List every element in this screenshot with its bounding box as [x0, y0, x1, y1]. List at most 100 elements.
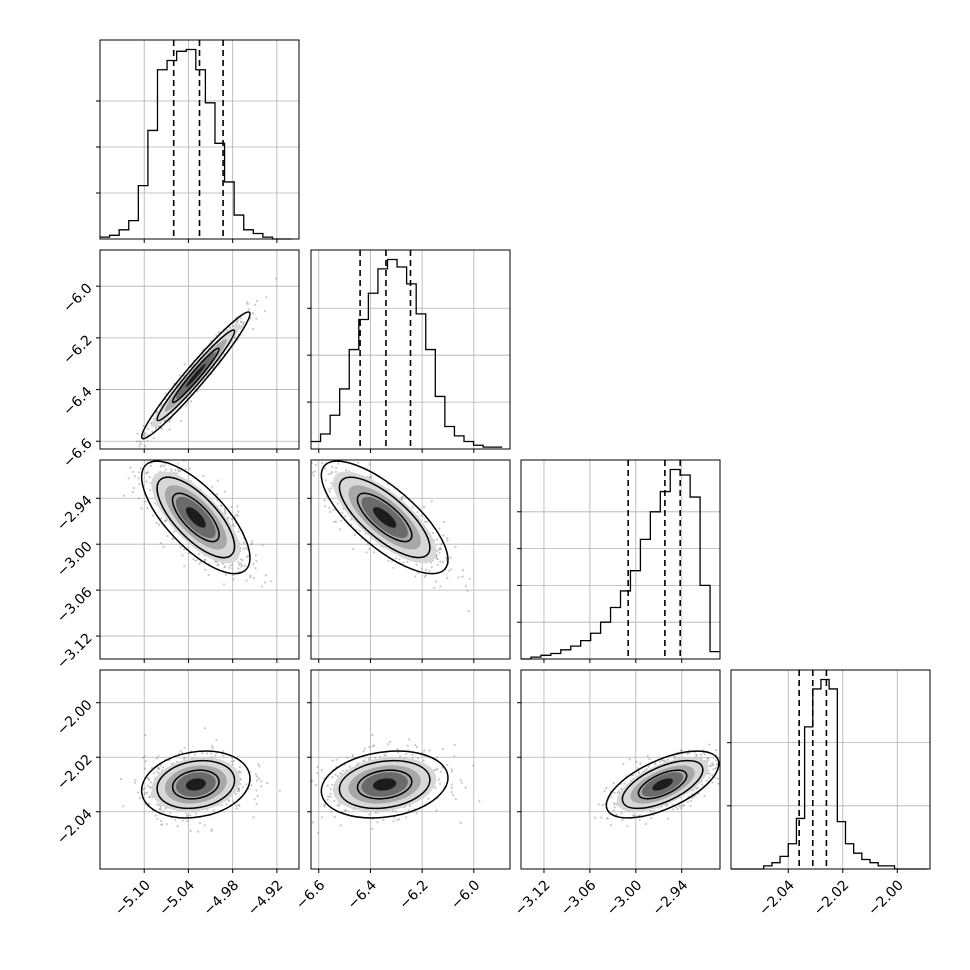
scatter-point — [252, 562, 255, 566]
scatter-point — [436, 756, 439, 759]
scatter-point — [398, 818, 401, 821]
scatter-point — [331, 471, 334, 474]
scatter-point — [336, 502, 339, 505]
scatter-point — [439, 560, 442, 563]
scatter-point — [697, 792, 700, 795]
scatter-point — [251, 540, 254, 543]
scatter-point — [184, 812, 188, 815]
scatter-point — [164, 519, 168, 522]
scatter-point — [186, 820, 189, 823]
scatter-point — [164, 392, 167, 395]
scatter-point — [666, 817, 669, 820]
scatter-point — [701, 784, 704, 787]
scatter-point — [662, 759, 665, 762]
scatter-point — [223, 511, 226, 514]
scatter-point — [159, 806, 162, 810]
scatter-point — [186, 814, 189, 817]
panel-frame — [310, 249, 511, 450]
scatter-point — [434, 786, 437, 789]
y-tick-label: −2.02 — [54, 752, 96, 794]
scatter-point — [442, 560, 445, 563]
scatter-point — [345, 809, 348, 812]
scatter-point — [211, 746, 214, 750]
scatter-point — [144, 760, 147, 763]
scatter-point — [150, 793, 153, 796]
scatter-point — [129, 466, 132, 469]
x-tick-label: −2.00 — [865, 877, 907, 919]
scatter-point — [254, 303, 257, 306]
scatter-point — [149, 481, 152, 485]
scatter-point — [278, 789, 281, 792]
scatter-point — [214, 754, 217, 757]
scatter-point — [139, 443, 142, 446]
scatter-point — [202, 474, 205, 477]
scatter-point — [162, 810, 165, 813]
scatter-point — [193, 753, 197, 756]
scatter-point — [688, 752, 691, 755]
scatter-point — [202, 347, 205, 350]
scatter-point — [321, 816, 324, 819]
scatter-point — [250, 542, 253, 545]
scatter-point — [386, 743, 389, 746]
scatter-point — [238, 563, 241, 566]
scatter-point — [302, 810, 304, 812]
scatter-point — [692, 788, 695, 792]
scatter-point — [106, 466, 108, 468]
density-block — [185, 507, 206, 528]
panel-frame — [520, 669, 721, 870]
scatter-point — [321, 462, 324, 465]
scatter-point — [708, 743, 711, 746]
scatter-point — [659, 760, 662, 763]
scatter-point — [232, 578, 235, 581]
scatter-point — [650, 810, 653, 813]
panel-frame — [520, 459, 721, 660]
scatter-point — [415, 563, 418, 566]
scatter-point — [144, 444, 147, 448]
scatter-point — [154, 445, 156, 447]
scatter-point — [242, 541, 246, 544]
scatter-point — [143, 787, 147, 790]
scatter-point — [448, 569, 451, 572]
contour-line — [338, 759, 431, 810]
scatter-point — [154, 814, 157, 817]
scatter-point — [423, 575, 426, 578]
scatter-point — [144, 734, 147, 737]
scatter-point — [436, 538, 439, 541]
scatter-point — [449, 556, 452, 559]
scatter-point — [138, 483, 141, 486]
scatter-point — [194, 559, 197, 562]
scatter-point — [137, 440, 141, 443]
scatter-point — [691, 796, 694, 800]
scatter-point — [327, 488, 330, 491]
panel-frame — [99, 249, 300, 450]
scatter-point — [450, 786, 453, 789]
scatter-point — [256, 779, 259, 782]
scatter-point — [450, 768, 453, 771]
scatter-point — [255, 775, 258, 778]
x-tick-label: −2.04 — [756, 877, 798, 919]
scatter-point — [420, 514, 423, 517]
scatter-point — [371, 827, 374, 830]
histogram-bar — [521, 468, 720, 660]
scatter-point — [609, 796, 612, 799]
scatter-point — [168, 428, 171, 431]
scatter-point — [174, 469, 177, 472]
scatter-point — [440, 542, 443, 545]
scatter-point — [450, 791, 453, 794]
contour-line — [156, 476, 236, 559]
scatter-point — [235, 320, 238, 323]
scatter-point — [265, 296, 268, 299]
scatter-point — [334, 773, 337, 776]
scatter-point — [134, 779, 137, 782]
panel-frame — [99, 39, 300, 240]
scatter-point — [230, 760, 233, 763]
scatter-point — [139, 440, 143, 443]
scatter-point — [621, 818, 624, 821]
scatter-point — [425, 520, 428, 523]
scatter-point — [143, 793, 146, 796]
scatter-point — [311, 821, 315, 824]
scatter-panel — [96, 249, 300, 468]
scatter-point — [270, 580, 273, 583]
scatter-point — [302, 809, 304, 811]
